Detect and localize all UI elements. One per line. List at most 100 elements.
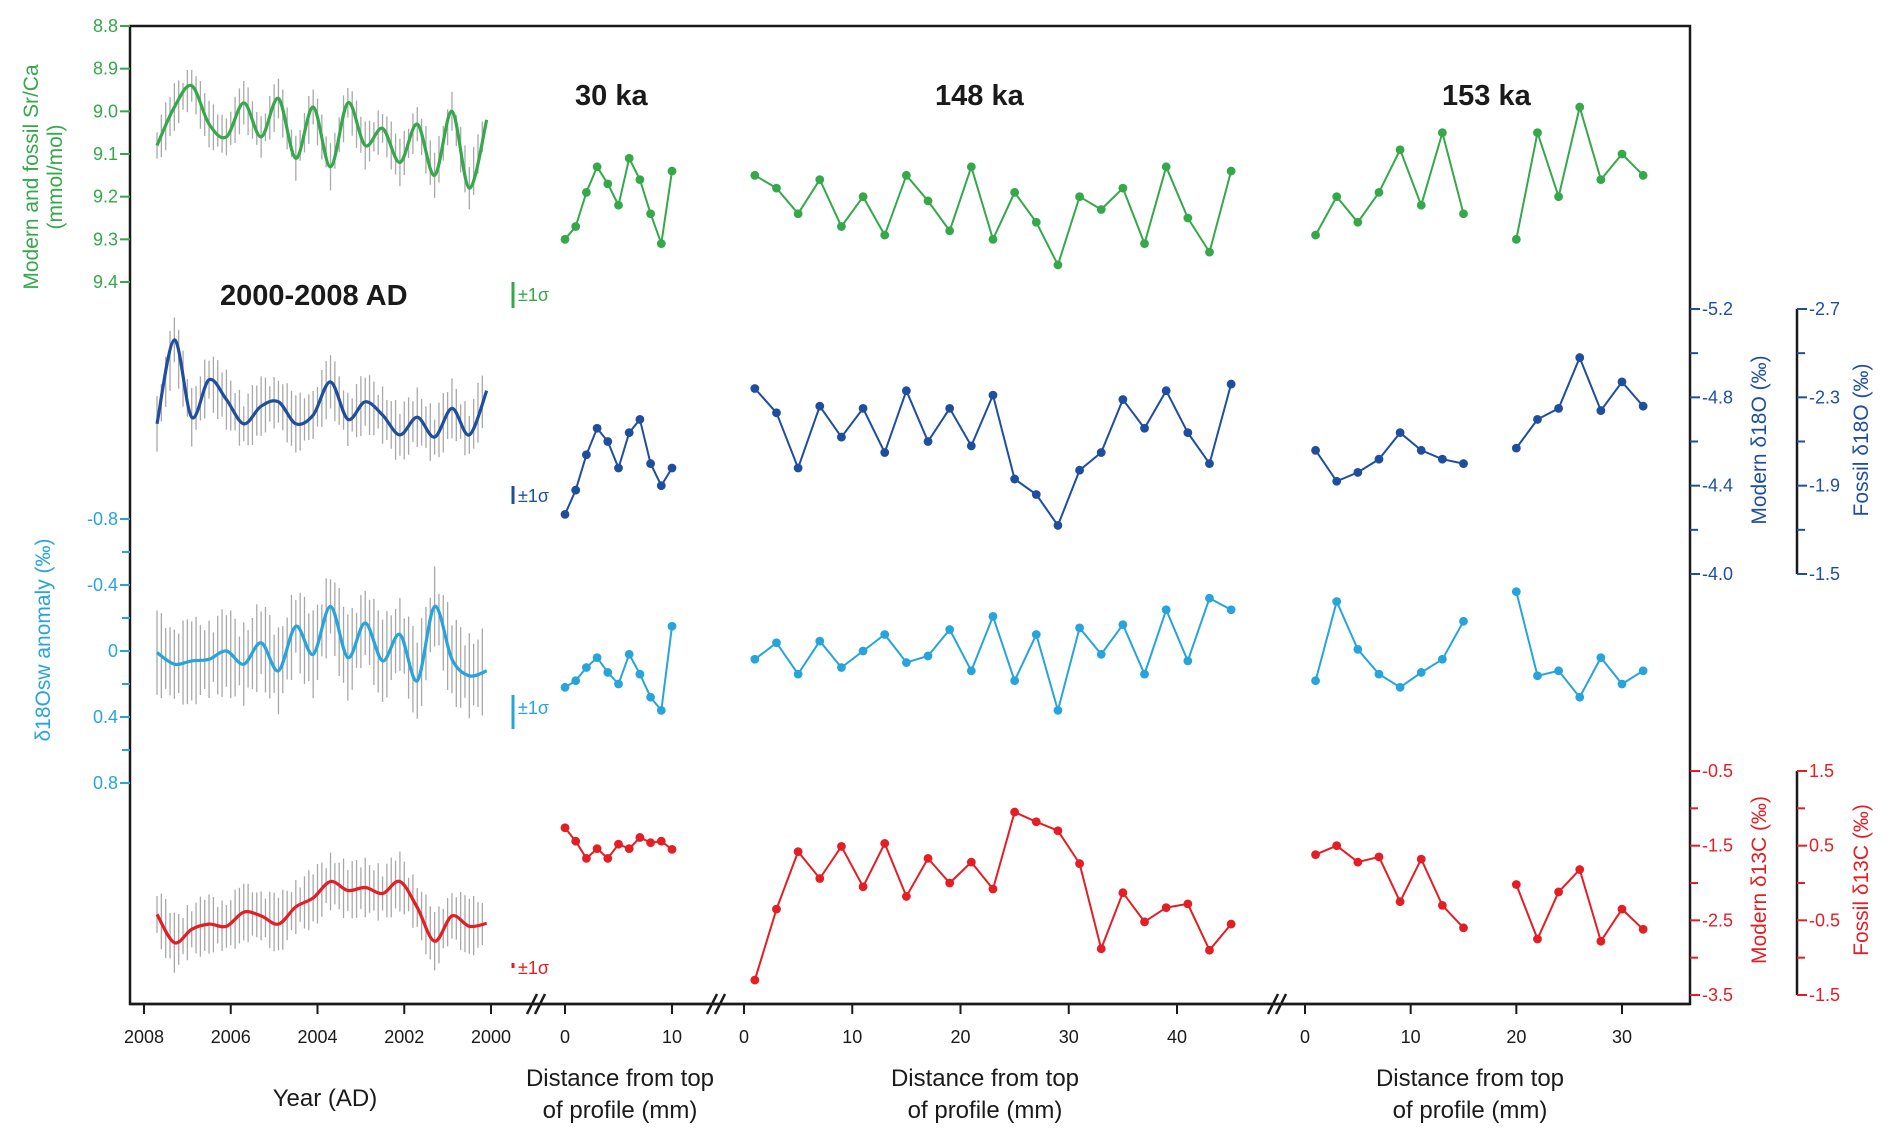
fossil-153ka-d18o_fossil-point bbox=[1511, 443, 1521, 453]
srca-tick-label: 9.2 bbox=[93, 187, 118, 207]
d18osw-tick-label: -0.8 bbox=[87, 509, 118, 529]
fossil-153ka-d18osw-point bbox=[1437, 654, 1447, 664]
fossil-153ka-d13c_fossil-point bbox=[1533, 934, 1542, 944]
d18o-modern-tick-label: -5.2 bbox=[1702, 299, 1733, 319]
year-tick-label: 2004 bbox=[297, 1027, 337, 1047]
fossil-148ka-d18osw-point bbox=[1226, 605, 1236, 615]
fossil-148ka-srca-line bbox=[754, 163, 1233, 268]
dist153-tick-label: 10 bbox=[1401, 1027, 1421, 1047]
svg-text:±1σ: ±1σ bbox=[518, 285, 549, 305]
fossil-148ka-d13c_fossil-point bbox=[1183, 899, 1193, 909]
fossil-153ka-d18osw-point bbox=[1638, 666, 1648, 676]
d13c-modern-tick-label: -2.5 bbox=[1702, 910, 1733, 930]
fossil-30ka-d18osw-point bbox=[635, 669, 645, 679]
fossil-148ka-d13c_fossil-point bbox=[1226, 919, 1236, 929]
fossil-30ka-srca-point bbox=[603, 179, 613, 189]
heading-modern: 2000-2008 AD bbox=[220, 280, 408, 312]
fossil-30ka-d18osw-point bbox=[592, 653, 602, 662]
fossil-148ka-d13c_fossil-point bbox=[966, 857, 976, 867]
fossil-30ka-d13c_fossil-point bbox=[646, 838, 655, 848]
fossil-148ka-srca-point bbox=[1205, 247, 1214, 257]
fossil-148ka-d13c_fossil-point bbox=[880, 839, 890, 848]
fossil-148ka-srca-point bbox=[772, 183, 781, 193]
fossil-153ka-d18o_fossil-point bbox=[1459, 459, 1468, 468]
fossil-153ka-d13c_fossil-point bbox=[1353, 857, 1363, 867]
fossil-153ka-d18o_fossil-point bbox=[1332, 476, 1342, 486]
fossil-153ka-d18o_fossil-point bbox=[1554, 403, 1563, 413]
srca-tick-label: 9.0 bbox=[93, 101, 118, 121]
xlabel-30ka: Distance from top of profile (mm) bbox=[526, 1065, 714, 1124]
fossil-30ka-d18osw-point bbox=[603, 668, 613, 677]
fossil-153ka-d13c_fossil-point bbox=[1575, 865, 1585, 874]
fossil-30ka-d13c_fossil-point bbox=[571, 836, 581, 846]
fossil-148ka-d18osw-point bbox=[1010, 676, 1020, 686]
fossil-153ka-d18osw-point bbox=[1596, 653, 1606, 662]
svg-text:Distance from top: Distance from top bbox=[1376, 1065, 1564, 1092]
fossil-148ka-d13c_fossil-point bbox=[1053, 826, 1063, 836]
fossil-148ka-d18osw-point bbox=[1140, 669, 1149, 679]
fossil-153ka-d18osw-point bbox=[1617, 679, 1627, 689]
fossil-153ka-srca-point bbox=[1533, 128, 1542, 138]
fossil-148ka-d13c_fossil-point bbox=[1096, 944, 1106, 954]
fossil-148ka-d18o_fossil-point bbox=[1053, 521, 1063, 530]
fossil-30ka-d18osw-point bbox=[571, 676, 581, 686]
fossil-153ka-d13c_fossil-point bbox=[1511, 880, 1521, 889]
fossil-148ka-srca-point bbox=[858, 192, 868, 202]
fossil-30ka-srca-point bbox=[592, 162, 602, 172]
d18o-fossil-tick-label: -1.9 bbox=[1809, 476, 1840, 496]
fossil-148ka-srca-point bbox=[1053, 260, 1063, 270]
year-tick-label: 2006 bbox=[211, 1027, 251, 1047]
fossil-153ka-d18o_fossil-point bbox=[1638, 401, 1648, 411]
fossil-148ka-d18osw-point bbox=[988, 611, 998, 621]
dist153-tick-label: 30 bbox=[1612, 1027, 1632, 1047]
fossil-153ka-d13c_fossil-point bbox=[1374, 852, 1384, 862]
fossil-30ka-srca-point bbox=[656, 239, 666, 249]
fossil-148ka-d18o_fossil-point bbox=[772, 408, 781, 418]
sigma-d18o: ±1σ bbox=[511, 486, 549, 506]
fossil-153ka-d18o_fossil-point bbox=[1311, 445, 1320, 455]
fossil-148ka-d18osw-point bbox=[1053, 706, 1063, 715]
modern-d18o-line bbox=[155, 338, 489, 439]
fossil-148ka-d18osw-point bbox=[1075, 623, 1084, 633]
modern-d18osw-line bbox=[156, 604, 488, 683]
ylabel-srca: Modern and fossil Sr/Ca (mmol/mol) bbox=[20, 64, 67, 290]
fossil-148ka-d18osw-point bbox=[750, 654, 760, 664]
srca-tick-label: 9.4 bbox=[93, 272, 118, 292]
fossil-148ka-d13c_fossil-point bbox=[750, 975, 760, 985]
fossil-30ka-srca-point bbox=[635, 175, 645, 185]
fossil-153ka-srca-point bbox=[1395, 145, 1405, 155]
fossil-153ka-d18osw-point bbox=[1533, 671, 1542, 681]
fossil-153ka-d18osw-point bbox=[1395, 682, 1405, 692]
fossil-148ka-d18o_fossil-point bbox=[1205, 459, 1214, 468]
fossil-148ka-d18o_fossil-point bbox=[1226, 379, 1236, 389]
fossil-153ka-srca-point bbox=[1459, 209, 1468, 219]
svg-text:±1σ: ±1σ bbox=[518, 958, 549, 978]
fossil-153ka-srca-point bbox=[1353, 217, 1363, 227]
fossil-30ka-d13c_fossil-point bbox=[624, 844, 634, 854]
svg-text:of profile (mm): of profile (mm) bbox=[543, 1097, 698, 1124]
fossil-30ka-d18o_fossil-point bbox=[560, 509, 570, 519]
fossil-153ka-d18o_fossil-point bbox=[1353, 468, 1363, 477]
fossil-148ka-d13c_fossil-point bbox=[793, 847, 803, 857]
fossil-148ka-d13c_fossil-point bbox=[923, 853, 933, 863]
dist148-tick-label: 20 bbox=[950, 1027, 970, 1047]
fossil-148ka-d13c_fossil-point bbox=[1161, 903, 1171, 913]
fossil-153ka-d18o_fossil-point bbox=[1437, 454, 1447, 464]
sigma-d18osw: ±1σ bbox=[511, 695, 549, 729]
fossil-148ka-srca-point bbox=[1031, 217, 1041, 227]
fossil-148ka-d18o_fossil-point bbox=[1183, 428, 1193, 438]
svg-text:±1σ: ±1σ bbox=[518, 698, 549, 718]
fossil-30ka-d18o_fossil-point bbox=[635, 415, 645, 424]
dist148-tick-label: 30 bbox=[1059, 1027, 1079, 1047]
fossil-148ka-d18osw-point bbox=[772, 638, 781, 648]
fossil-30ka-d18o_fossil-point bbox=[592, 423, 602, 433]
ylabel-d18o-modern: Modern δ18O (‰) bbox=[1748, 355, 1771, 524]
fossil-30ka-srca-point bbox=[571, 222, 581, 231]
fossil-148ka-d13c_fossil-point bbox=[772, 904, 781, 914]
d18osw-tick-label: 0.4 bbox=[93, 707, 118, 727]
fossil-30ka-d13c_fossil-point bbox=[592, 844, 602, 854]
fossil-30ka-srca-point bbox=[582, 188, 591, 197]
xlabel-148ka: Distance from top of profile (mm) bbox=[891, 1065, 1079, 1124]
fossil-153ka-d18o_fossil-point bbox=[1596, 406, 1606, 415]
svg-text:Distance from top: Distance from top bbox=[891, 1065, 1079, 1092]
